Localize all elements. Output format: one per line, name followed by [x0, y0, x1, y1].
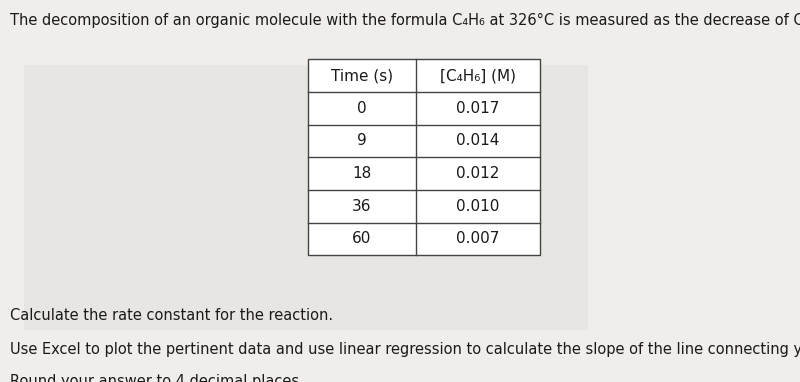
Text: 18: 18	[352, 166, 372, 181]
Text: 36: 36	[352, 199, 372, 214]
Text: 0.010: 0.010	[456, 199, 500, 214]
Text: 0.007: 0.007	[456, 231, 500, 246]
Text: 0: 0	[357, 101, 367, 116]
Text: Time (s): Time (s)	[331, 68, 393, 83]
Text: [C₄H₆] (M): [C₄H₆] (M)	[440, 68, 516, 83]
Text: Round your answer to 4 decimal places.: Round your answer to 4 decimal places.	[10, 374, 303, 382]
Bar	[308, 59, 540, 255]
Text: 60: 60	[352, 231, 372, 246]
Text: 0.014: 0.014	[456, 133, 500, 148]
Text: Calculate the rate constant for the reaction.: Calculate the rate constant for the reac…	[10, 308, 333, 322]
Text: 9: 9	[357, 133, 367, 148]
Text: 0.012: 0.012	[456, 166, 500, 181]
Text: 0.017: 0.017	[456, 101, 500, 116]
Bar	[308, 59, 540, 255]
Text: Use Excel to plot the pertinent data and use linear regression to calculate the : Use Excel to plot the pertinent data and…	[10, 342, 800, 357]
Text: The decomposition of an organic molecule with the formula C₄H₆ at 326°C is measu: The decomposition of an organic molecule…	[10, 13, 800, 28]
Bar	[24, 65, 588, 330]
